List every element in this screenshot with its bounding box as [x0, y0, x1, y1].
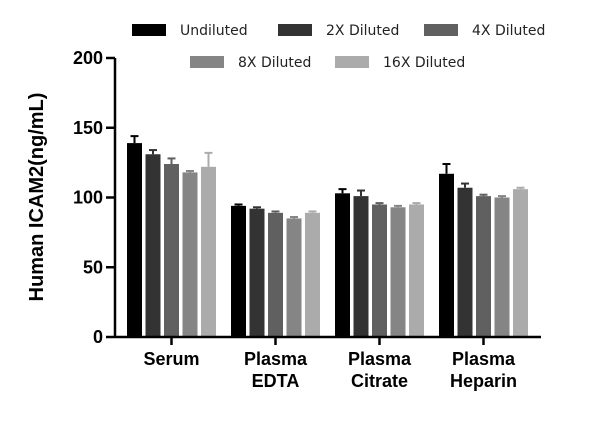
- x-tick-label: EDTA: [252, 371, 300, 391]
- y-tick-label: 50: [83, 257, 103, 277]
- x-tick-label: Plasma: [348, 349, 412, 369]
- bar: [439, 173, 454, 337]
- y-ticks: 0 50 100 150 200: [73, 48, 115, 347]
- bar: [305, 212, 320, 337]
- x-tick-label: Serum: [143, 349, 199, 369]
- y-tick-label: 150: [73, 118, 103, 138]
- bar: [372, 204, 387, 337]
- bar: [201, 166, 216, 337]
- bar: [182, 172, 198, 337]
- legend-swatch: [335, 56, 369, 68]
- legend-label: 16X Diluted: [383, 55, 465, 71]
- y-tick-label: 100: [73, 188, 103, 208]
- bar: [353, 196, 369, 337]
- y-axis-label: Human ICAM2(ng/mL): [26, 93, 48, 302]
- legend-swatch: [424, 24, 458, 36]
- bars-group: [127, 135, 528, 337]
- legend-swatch: [132, 24, 166, 36]
- x-tick-label: Plasma: [452, 349, 516, 369]
- bar: [335, 193, 350, 337]
- x-tick-label: Citrate: [351, 371, 408, 391]
- legend-label: 2X Diluted: [326, 23, 399, 39]
- bar: [127, 143, 142, 337]
- bar: [286, 218, 302, 337]
- bar: [409, 204, 424, 337]
- bar: [268, 212, 283, 337]
- bar: [513, 189, 528, 337]
- legend: Undiluted 2X Diluted 4X Diluted 8X Diluted 1…: [132, 23, 545, 71]
- legend-label: Undiluted: [180, 23, 248, 39]
- x-tick-label: Heparin: [450, 371, 517, 391]
- x-ticks: Serum PlasmaEDTAPlasmaCitratePlasmaHepari…: [143, 337, 517, 391]
- x-tick-label: Plasma: [244, 349, 308, 369]
- legend-swatch: [190, 56, 224, 68]
- bar: [457, 187, 473, 337]
- y-tick-label: 200: [73, 48, 103, 68]
- bar: [164, 164, 179, 337]
- bar: [494, 197, 510, 337]
- legend-label: 8X Diluted: [238, 55, 311, 71]
- legend-swatch: [278, 24, 312, 36]
- bar: [249, 208, 265, 337]
- y-tick-label: 0: [93, 327, 103, 347]
- bar: [390, 207, 406, 337]
- legend-label: 4X Diluted: [472, 23, 545, 39]
- bar: [231, 205, 246, 337]
- bar: [145, 154, 161, 337]
- bar: [476, 196, 491, 337]
